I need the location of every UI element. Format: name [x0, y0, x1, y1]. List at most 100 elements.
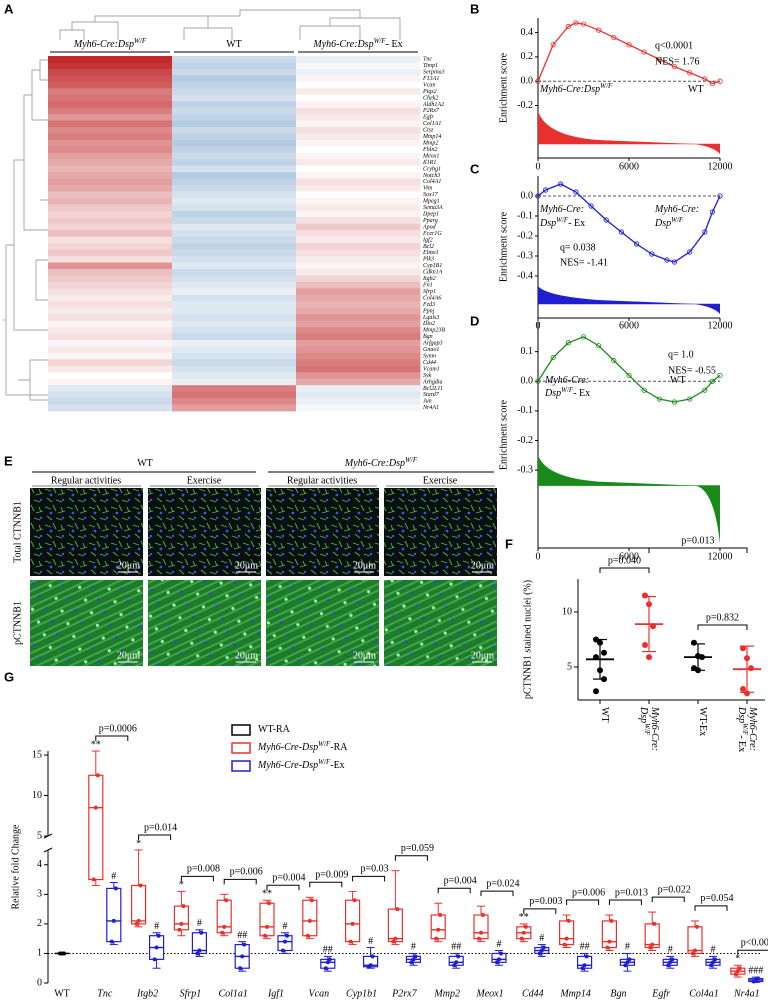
- heatmap-cell: [48, 165, 173, 173]
- box-point: [537, 951, 542, 956]
- heatmap-cell: [172, 346, 297, 354]
- heatmap-cell: [296, 139, 421, 147]
- box-point: [499, 951, 503, 956]
- significance-mark: #: [711, 945, 716, 956]
- heatmap-cell: [48, 288, 173, 296]
- gene-label: Syk: [423, 373, 432, 379]
- box-point: [391, 939, 396, 944]
- heatmap-cell: [48, 101, 173, 109]
- label-suffix: - Ex: [386, 39, 403, 50]
- superscript: W/F: [741, 723, 749, 736]
- heatmap-cell: [172, 365, 297, 373]
- box-point: [370, 954, 375, 959]
- heatmap-cell: [296, 385, 421, 393]
- heatmap-cell: [296, 398, 421, 405]
- gene-label: Arfgap3: [422, 340, 443, 347]
- superscript: W/F: [318, 740, 331, 748]
- x-tick-label: Cyp1b1: [346, 988, 377, 999]
- box-point: [152, 957, 157, 962]
- heatmap-cell: [296, 346, 421, 354]
- label-suffix: - Ex: [568, 218, 585, 229]
- box: [88, 774, 104, 881]
- heatmap-cell: [296, 152, 421, 160]
- heatmap-cell: [172, 133, 297, 141]
- label-text: Dsp: [544, 388, 561, 399]
- significance-mark: #: [411, 942, 416, 953]
- gene-label: Vcan: [423, 82, 435, 88]
- heatmap-cell: [296, 404, 421, 412]
- heatmap-cell: [48, 75, 173, 83]
- annotation: NES= 1.76: [655, 56, 700, 67]
- y-tick-label: 10: [562, 606, 572, 617]
- box-point: [154, 945, 159, 950]
- label-text: Myh6-Cre:Dsp: [312, 39, 373, 50]
- gene-label: Fzd3: [422, 302, 435, 308]
- p-value: p=0.003: [529, 896, 562, 907]
- label-suffix: - Ex: [736, 735, 747, 752]
- box-point: [607, 939, 612, 944]
- label-text: Myh6-Cre:Dsp: [73, 39, 134, 50]
- significance-mark: #: [111, 871, 116, 882]
- heatmap-cell: [296, 210, 421, 218]
- heatmap-cell: [48, 359, 173, 367]
- label-text: WT-Ex: [697, 707, 708, 736]
- x-tick-label: Nr4a1: [733, 988, 760, 999]
- comparison-bracket: [523, 908, 557, 914]
- box-point: [113, 886, 118, 891]
- dendrogram-top: [59, 9, 401, 40]
- box-point: [523, 924, 528, 929]
- x-tick-label: 12000: [708, 161, 733, 172]
- x-tick-label: WT-Ex: [697, 707, 708, 736]
- heatmap-cell: [48, 340, 173, 347]
- gene-label: Plk3: [422, 257, 434, 263]
- heatmap-cell: [172, 314, 297, 322]
- y-tick-label: 5: [567, 661, 572, 672]
- comparison-bracket: [352, 875, 386, 882]
- box-point: [263, 933, 267, 938]
- gene-label: Ppnj: [422, 308, 435, 314]
- data-point: [642, 592, 648, 599]
- gene-label: Nr4A1: [422, 404, 439, 411]
- box-point: [136, 918, 141, 923]
- heatmap-cell: [48, 372, 173, 380]
- box-point: [479, 930, 483, 935]
- gene-label: Apod: [422, 224, 437, 230]
- box: [302, 899, 318, 937]
- significance-mark: *: [735, 954, 740, 965]
- heatmap-cell: [296, 269, 421, 276]
- significance-mark: #: [539, 933, 544, 944]
- heatmap-cell: [172, 152, 297, 160]
- microscopy-images: [30, 488, 497, 666]
- label-text: Myh6-Cre:: [747, 706, 758, 751]
- heatmap-cell: [296, 133, 421, 141]
- data-point: [646, 654, 652, 661]
- heatmap-cell: [48, 352, 173, 360]
- panel-label: G: [4, 669, 14, 684]
- enrichment-point: [565, 23, 571, 30]
- heatmap-cell: [172, 372, 297, 380]
- enrichment-point: [671, 259, 678, 265]
- heatmap-cell: [296, 94, 421, 102]
- enrichment-point: [641, 387, 647, 393]
- box-point: [179, 921, 184, 926]
- box-point: [623, 963, 628, 968]
- heatmap-cell: [48, 56, 173, 63]
- axis-break: [43, 833, 53, 853]
- heatmap-cell: [172, 178, 297, 186]
- legend-swatch: [231, 742, 251, 754]
- box-point: [395, 907, 400, 912]
- gene-label: Crybg1: [423, 166, 441, 172]
- x-tick-label: WT: [54, 988, 70, 999]
- heatmap-cell: [48, 68, 173, 76]
- enrichment-point: [603, 217, 609, 223]
- significance-mark: ##: [237, 930, 247, 941]
- p-value: p=0.013: [615, 887, 648, 898]
- box-point: [564, 936, 569, 941]
- box-point: [711, 960, 715, 965]
- data-point: [748, 665, 754, 672]
- enrichment-point: [596, 343, 602, 349]
- heatmap-cell: [48, 243, 173, 251]
- significance-mark: ##: [323, 945, 333, 956]
- heatmap-cell: [172, 75, 297, 83]
